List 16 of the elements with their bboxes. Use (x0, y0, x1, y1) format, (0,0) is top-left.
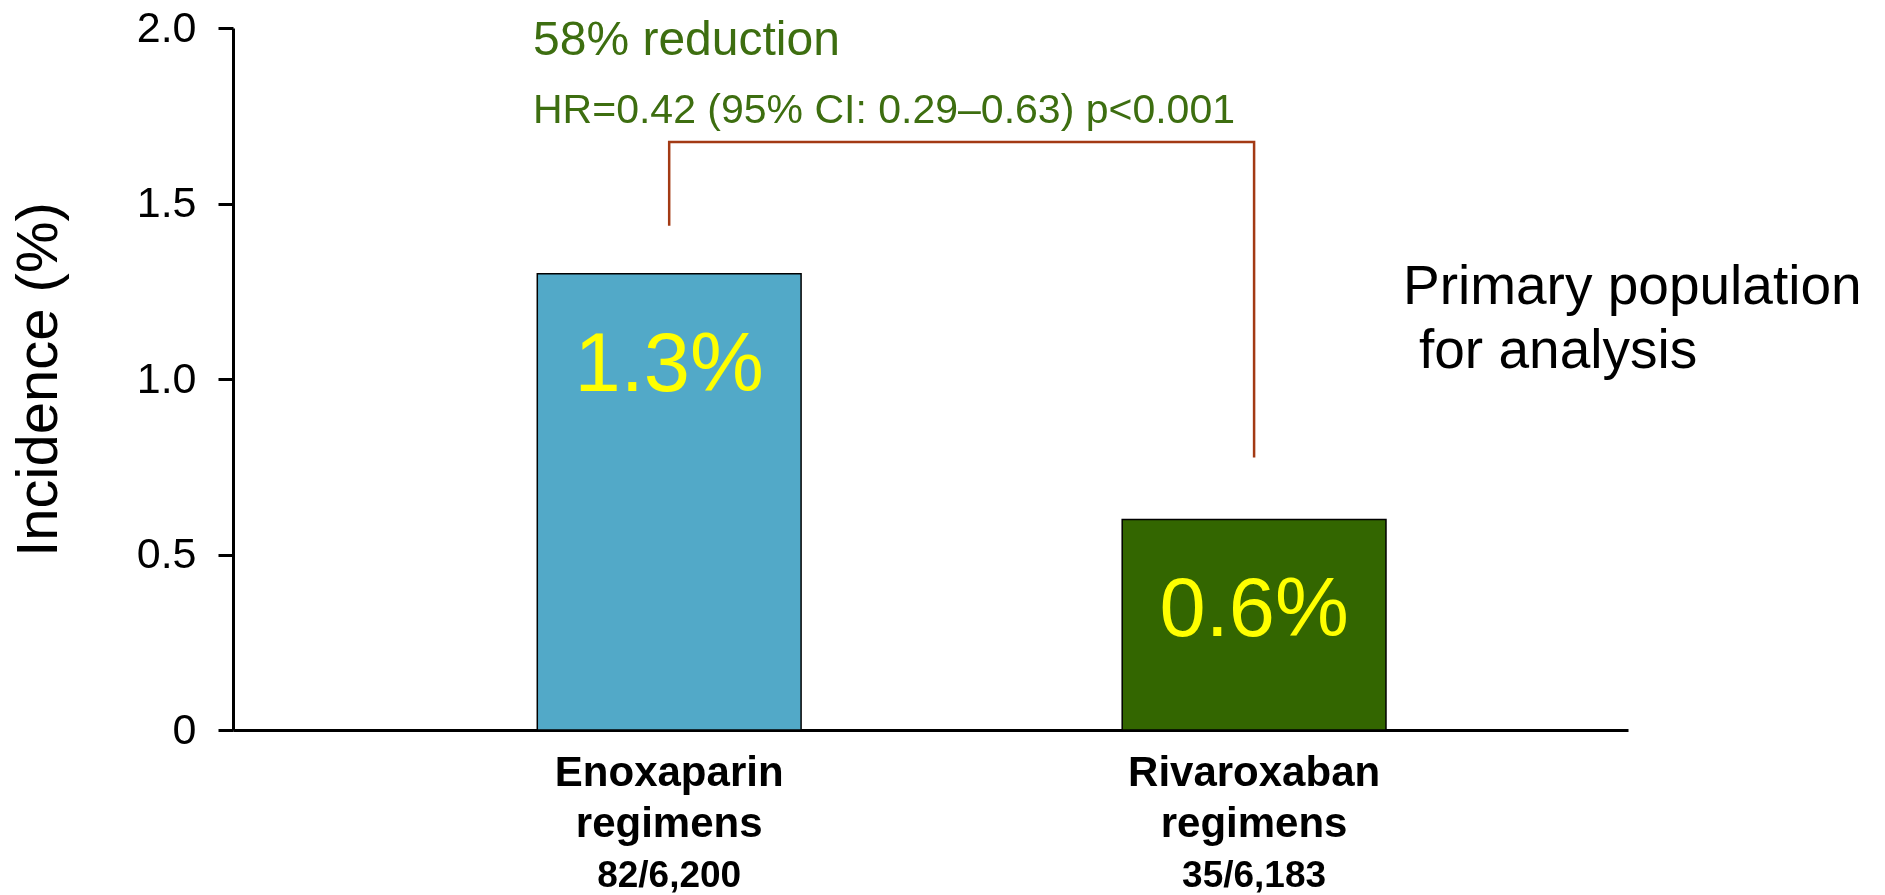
y-tick-label: 1.5 (136, 178, 197, 226)
text: 35/6,183 (1182, 854, 1327, 895)
x-tick-label: Enoxaparin regimens (554, 747, 784, 846)
annotation: 58% reduction (533, 11, 840, 65)
y-tick-label: 2.0 (136, 2, 197, 51)
text: 82/6,200 (597, 854, 742, 895)
y-tick-label: 0 (172, 704, 197, 753)
y-tick-label: 0.5 (136, 529, 197, 577)
annotation: HR=0.42 (95% CI: 0.29–0.63) p<0.001 (533, 86, 1236, 132)
y-axis-title: Incidence (%) (3, 202, 69, 557)
x-tick-label: Rivaroxaban regimens (1128, 747, 1381, 846)
annotation: for analysis (1419, 318, 1698, 380)
annotation: Primary population (1403, 254, 1862, 316)
data-label: 1.3% (574, 315, 764, 409)
y-tick-label: 1.0 (136, 353, 197, 402)
data-label: 0.6% (1159, 561, 1349, 655)
